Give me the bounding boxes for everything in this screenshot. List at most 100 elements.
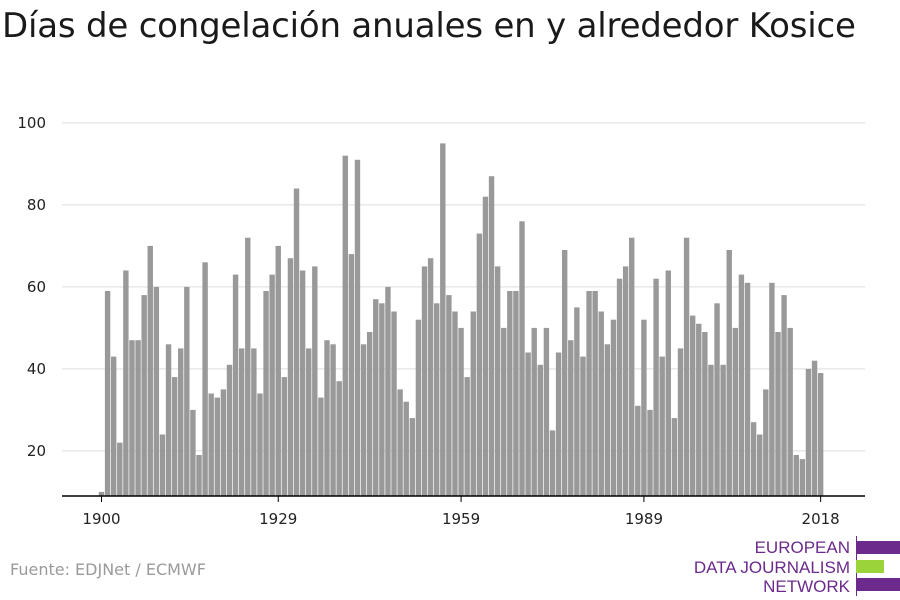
bar	[787, 327, 793, 496]
bar	[488, 176, 495, 496]
bar	[184, 286, 190, 496]
bar	[110, 356, 117, 496]
bar	[366, 332, 373, 496]
chart-title: Días de congelación anuales en y alreded…	[2, 6, 856, 46]
axes: 20 40 60 80 100 1900 1929 1959 1989 2018	[17, 114, 865, 528]
bar	[683, 237, 690, 496]
bar	[403, 401, 409, 496]
bar	[659, 356, 665, 496]
bar	[159, 434, 166, 496]
x-tick-label: 1959	[442, 510, 480, 528]
bar	[561, 250, 568, 496]
bar	[677, 348, 684, 496]
bar	[781, 295, 787, 496]
bar	[464, 377, 470, 496]
logo-bar-green	[856, 560, 884, 573]
bar	[720, 364, 726, 496]
bar	[135, 340, 141, 496]
bar	[178, 348, 184, 496]
bar	[421, 266, 428, 496]
bar	[354, 159, 361, 497]
x-tick-label: 1900	[82, 510, 120, 528]
bar	[190, 409, 196, 496]
bar	[226, 364, 233, 496]
bar	[763, 389, 769, 496]
bar	[714, 303, 720, 496]
bar	[531, 327, 537, 496]
bar	[793, 455, 799, 496]
bar	[775, 332, 781, 496]
bar	[592, 291, 598, 496]
source-note: Fuente: EDJNet / ECMWF	[10, 560, 206, 579]
bar	[750, 422, 757, 496]
bar	[525, 352, 531, 496]
bar	[153, 286, 160, 496]
bar	[373, 299, 379, 496]
bar	[604, 344, 611, 496]
bar	[586, 291, 592, 496]
logo-bar-purple-bottom	[856, 578, 900, 591]
y-tick-label: 100	[17, 114, 46, 132]
logo-text-european: EUROPEAN	[754, 538, 850, 557]
bar	[306, 348, 312, 496]
bar	[202, 262, 208, 496]
bar	[220, 389, 227, 496]
bar	[537, 364, 544, 496]
bar	[549, 430, 556, 496]
bar	[257, 393, 263, 496]
bar	[507, 291, 513, 496]
bar	[446, 295, 452, 496]
bar	[318, 397, 324, 496]
bar	[324, 340, 330, 496]
bar	[519, 221, 525, 497]
bar	[811, 360, 818, 496]
x-tick-label: 1989	[625, 510, 663, 528]
bar	[482, 196, 489, 496]
bar	[141, 295, 147, 496]
bar	[385, 286, 391, 496]
bar	[147, 245, 153, 496]
bar	[799, 459, 806, 496]
bar	[123, 270, 129, 496]
bar	[433, 303, 440, 496]
logo-text-network: NETWORK	[763, 577, 850, 596]
bar	[598, 311, 604, 496]
bar	[251, 348, 257, 496]
bar	[805, 368, 812, 496]
bars	[98, 143, 824, 497]
bar	[360, 344, 367, 496]
y-tick-label: 80	[27, 196, 46, 214]
y-tick-label: 40	[27, 360, 46, 378]
bar	[397, 389, 403, 496]
bar	[391, 311, 397, 496]
bar	[336, 381, 342, 496]
bar	[129, 340, 135, 496]
bar	[238, 348, 245, 496]
bar	[738, 274, 745, 496]
edjnet-logo[interactable]: EUROPEAN DATA JOURNALISM NETWORK	[694, 536, 900, 596]
bar	[513, 291, 519, 496]
logo-text-data-journalism: DATA JOURNALISM	[693, 558, 850, 577]
bar	[757, 434, 763, 496]
y-tick-label: 20	[27, 442, 46, 460]
bar	[696, 323, 702, 496]
bar	[348, 254, 355, 496]
bar	[568, 340, 574, 496]
bar	[330, 344, 336, 496]
x-tick-label: 2018	[802, 510, 840, 528]
bar	[196, 455, 202, 496]
bar	[641, 319, 647, 496]
bar	[98, 491, 105, 496]
bar	[470, 311, 476, 496]
bar	[665, 270, 671, 496]
bar	[342, 155, 348, 496]
bar	[501, 327, 507, 496]
bar	[269, 274, 275, 496]
bar	[726, 250, 732, 496]
bar	[440, 143, 446, 496]
bar	[744, 282, 751, 496]
bar	[732, 327, 739, 496]
bar	[171, 377, 178, 496]
bar	[299, 270, 306, 496]
